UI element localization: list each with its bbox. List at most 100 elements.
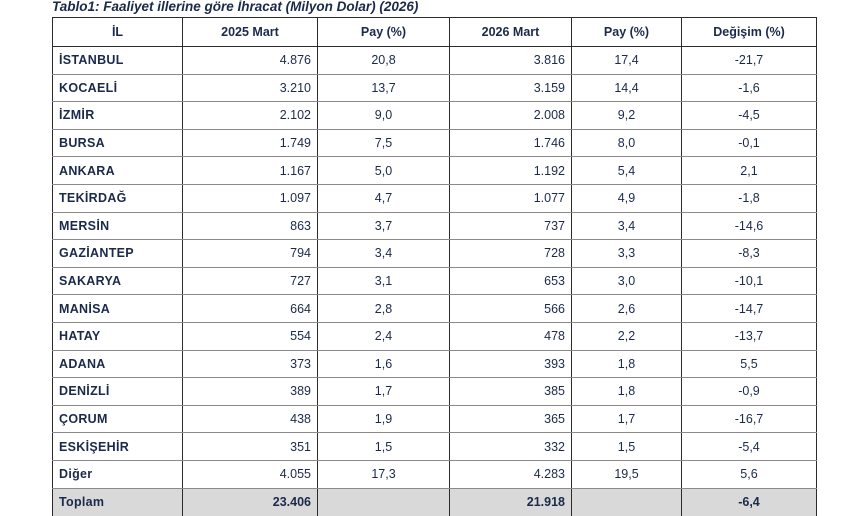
table-row: TEKİRDAĞ 1.097 4,7 1.077 4,9 -1,8: [52, 184, 817, 213]
province-cell: GAZİANTEP: [52, 239, 183, 268]
value-2025-cell: 1.097: [182, 184, 318, 213]
value-2025-cell: 2.102: [182, 101, 318, 130]
value-2026-cell: 393: [449, 350, 572, 379]
value-2025-cell: 794: [182, 239, 318, 268]
total-row: Toplam 23.406 21.918 -6,4: [52, 488, 817, 516]
value-2026-cell: 365: [449, 405, 572, 434]
change-cell: -8,3: [681, 239, 817, 268]
share-2025-cell: 1,6: [317, 350, 450, 379]
table-row: GAZİANTEP 794 3,4 728 3,3 -8,3: [52, 239, 817, 268]
value-2025-cell: 664: [182, 294, 318, 323]
share-2025-cell: 1,9: [317, 405, 450, 434]
change-cell: -10,1: [681, 267, 817, 296]
value-2026-cell: 4.283: [449, 460, 572, 489]
value-2025-cell: 727: [182, 267, 318, 296]
value-2025-cell: 1.749: [182, 129, 318, 158]
share-2026-cell: 1,7: [571, 405, 682, 434]
share-2026-cell: [571, 488, 682, 516]
table-body: İSTANBUL 4.876 20,8 3.816 17,4 -21,7 KOCAELİ 3.…: [52, 46, 817, 516]
value-2026-cell: 21.918: [449, 488, 572, 516]
table-row: DENİZLİ 389 1,7 385 1,8 -0,9: [52, 377, 817, 406]
export-table: İL 2025 Mart Pay (%) 2026 Mart Pay (%) D…: [52, 17, 817, 516]
share-2025-cell: 5,0: [317, 156, 450, 185]
table-row: İSTANBUL 4.876 20,8 3.816 17,4 -21,7: [52, 46, 817, 75]
share-2025-cell: 2,8: [317, 294, 450, 323]
share-2026-cell: 3,3: [571, 239, 682, 268]
share-2025-cell: 2,4: [317, 322, 450, 351]
value-2026-cell: 1.746: [449, 129, 572, 158]
table-row: İZMİR 2.102 9,0 2.008 9,2 -4,5: [52, 101, 817, 130]
value-2025-cell: 863: [182, 212, 318, 241]
share-2025-cell: 17,3: [317, 460, 450, 489]
value-2025-cell: 1.167: [182, 156, 318, 185]
value-2026-cell: 3.159: [449, 74, 572, 103]
share-2026-cell: 3,0: [571, 267, 682, 296]
change-cell: -16,7: [681, 405, 817, 434]
share-2026-cell: 1,8: [571, 377, 682, 406]
share-2025-cell: 7,5: [317, 129, 450, 158]
share-2025-cell: 1,5: [317, 432, 450, 461]
value-2025-cell: 351: [182, 432, 318, 461]
change-cell: -14,6: [681, 212, 817, 241]
header-share-2025: Pay (%): [317, 17, 450, 47]
change-cell: -13,7: [681, 322, 817, 351]
share-2025-cell: [317, 488, 450, 516]
value-2025-cell: 3.210: [182, 74, 318, 103]
value-2026-cell: 332: [449, 432, 572, 461]
share-2026-cell: 17,4: [571, 46, 682, 75]
header-row: İL 2025 Mart Pay (%) 2026 Mart Pay (%) D…: [52, 17, 817, 47]
province-cell: ANKARA: [52, 156, 183, 185]
header-province: İL: [52, 17, 183, 47]
table-row: ADANA 373 1,6 393 1,8 5,5: [52, 350, 817, 379]
table-row: BURSA 1.749 7,5 1.746 8,0 -0,1: [52, 129, 817, 158]
share-2026-cell: 5,4: [571, 156, 682, 185]
value-2025-cell: 438: [182, 405, 318, 434]
value-2026-cell: 566: [449, 294, 572, 323]
share-2026-cell: 1,8: [571, 350, 682, 379]
province-cell: MERSİN: [52, 212, 183, 241]
share-2025-cell: 3,4: [317, 239, 450, 268]
share-2025-cell: 9,0: [317, 101, 450, 130]
value-2026-cell: 653: [449, 267, 572, 296]
change-cell: -14,7: [681, 294, 817, 323]
table-row: Diğer 4.055 17,3 4.283 19,5 5,6: [52, 460, 817, 489]
value-2025-cell: 389: [182, 377, 318, 406]
share-2025-cell: 3,1: [317, 267, 450, 296]
share-2025-cell: 4,7: [317, 184, 450, 213]
table-row: KOCAELİ 3.210 13,7 3.159 14,4 -1,6: [52, 74, 817, 103]
value-2026-cell: 728: [449, 239, 572, 268]
value-2025-cell: 554: [182, 322, 318, 351]
value-2025-cell: 4.876: [182, 46, 318, 75]
share-2025-cell: 13,7: [317, 74, 450, 103]
value-2026-cell: 1.192: [449, 156, 572, 185]
share-2026-cell: 19,5: [571, 460, 682, 489]
province-cell: SAKARYA: [52, 267, 183, 296]
change-cell: 2,1: [681, 156, 817, 185]
province-cell: Diğer: [52, 460, 183, 489]
change-cell: -0,9: [681, 377, 817, 406]
header-share-2026: Pay (%): [571, 17, 682, 47]
change-cell: -6,4: [681, 488, 817, 516]
change-cell: -4,5: [681, 101, 817, 130]
share-2026-cell: 14,4: [571, 74, 682, 103]
header-change: Değişim (%): [681, 17, 817, 47]
share-2026-cell: 2,6: [571, 294, 682, 323]
share-2026-cell: 3,4: [571, 212, 682, 241]
province-cell: TEKİRDAĞ: [52, 184, 183, 213]
share-2026-cell: 4,9: [571, 184, 682, 213]
table-row: ÇORUM 438 1,9 365 1,7 -16,7: [52, 405, 817, 434]
value-2025-cell: 373: [182, 350, 318, 379]
table-row: HATAY 554 2,4 478 2,2 -13,7: [52, 322, 817, 351]
province-cell: ÇORUM: [52, 405, 183, 434]
change-cell: -0,1: [681, 129, 817, 158]
province-cell: HATAY: [52, 322, 183, 351]
table-row: ESKİŞEHİR 351 1,5 332 1,5 -5,4: [52, 432, 817, 461]
change-cell: -21,7: [681, 46, 817, 75]
value-2025-cell: 23.406: [182, 488, 318, 516]
share-2025-cell: 3,7: [317, 212, 450, 241]
value-2026-cell: 737: [449, 212, 572, 241]
share-2026-cell: 2,2: [571, 322, 682, 351]
province-cell: İSTANBUL: [52, 46, 183, 75]
province-cell: İZMİR: [52, 101, 183, 130]
value-2026-cell: 1.077: [449, 184, 572, 213]
